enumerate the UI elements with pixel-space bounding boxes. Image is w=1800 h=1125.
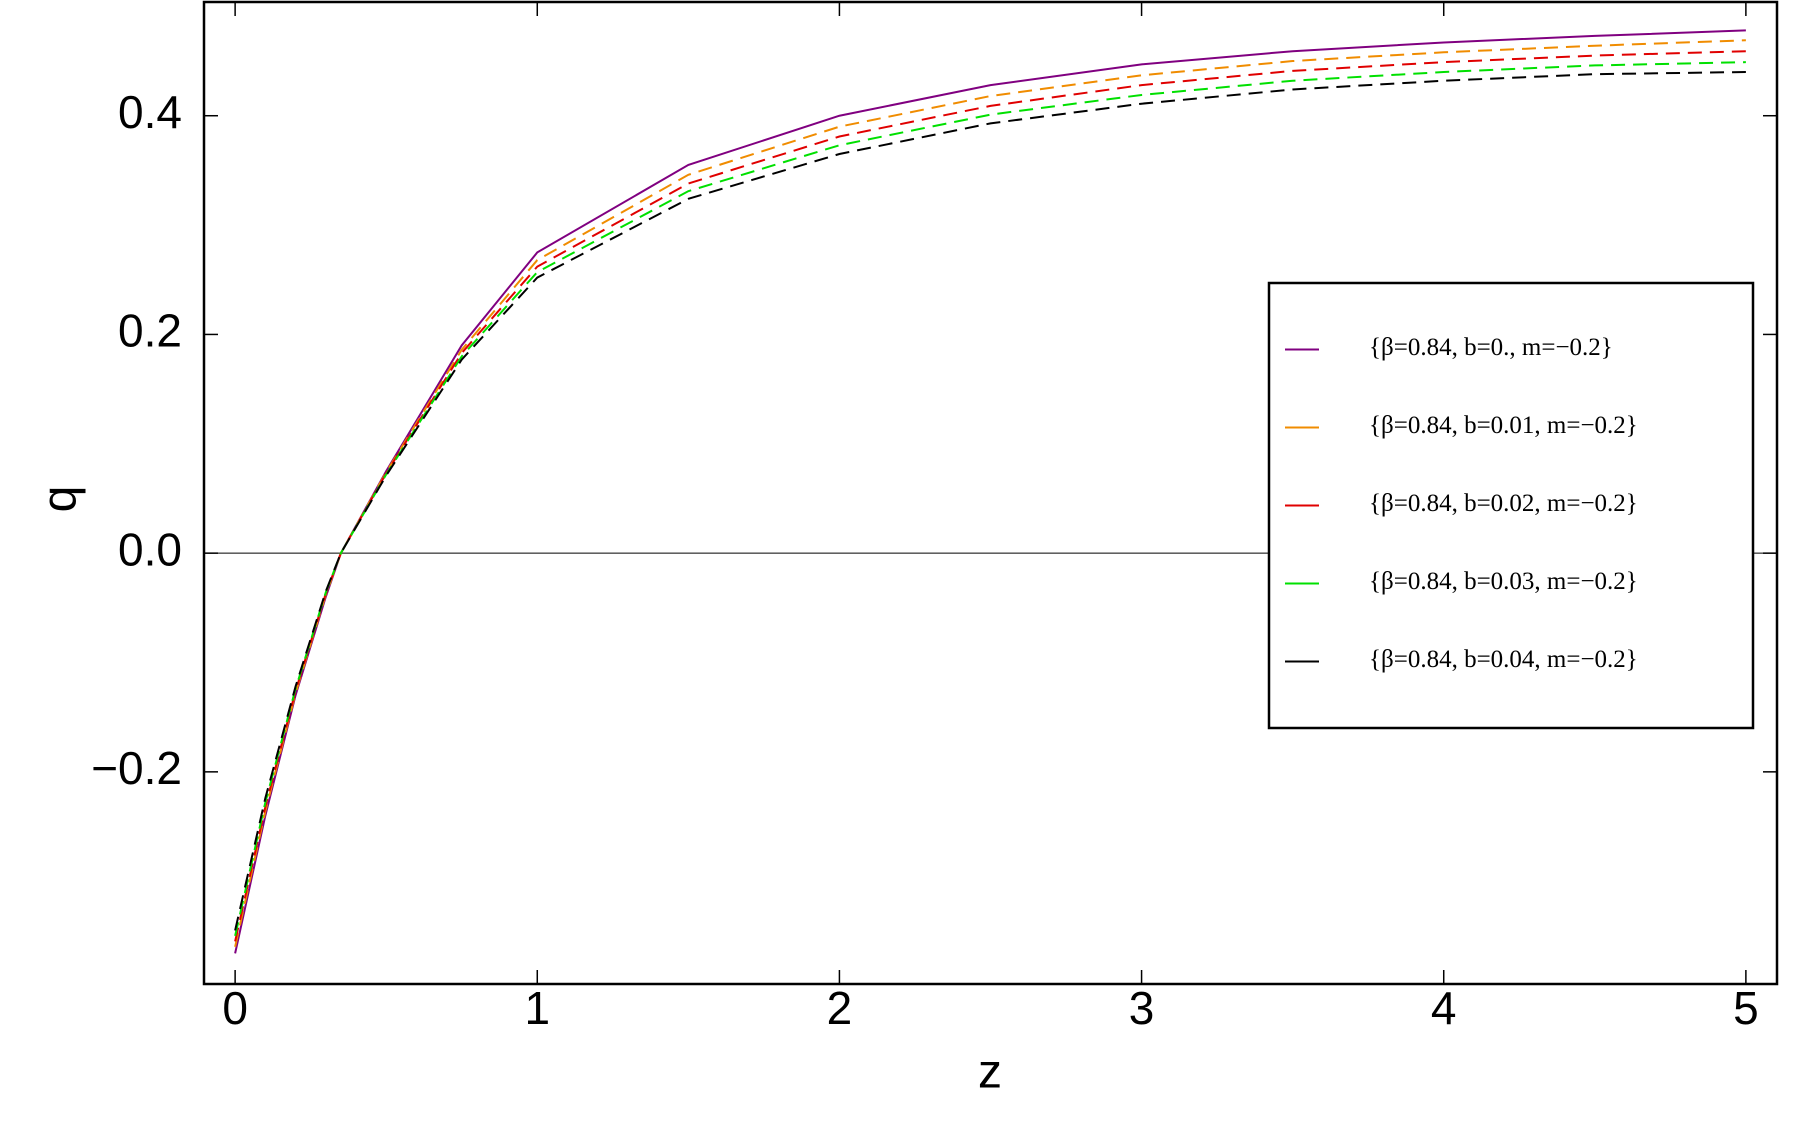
legend: {β=0.84, b=0., m=−0.2} {β=0.84, b=0.01, m…	[1267, 281, 1755, 730]
y-tick-label: −0.2	[91, 742, 182, 794]
legend-label: {β=0.84, b=0., m=−0.2}	[1369, 334, 1613, 361]
x-tick-label: 0	[222, 982, 248, 1034]
x-tick-label: 4	[1431, 982, 1457, 1034]
x-tick-label: 2	[827, 982, 853, 1034]
legend-label: {β=0.84, b=0.03, m=−0.2}	[1369, 568, 1638, 595]
plot-frame	[202, 0, 1779, 986]
legend-label: {β=0.84, b=0.01, m=−0.2}	[1369, 412, 1638, 439]
y-tick-label: 0.4	[118, 86, 182, 138]
legend-box	[1267, 281, 1755, 730]
series-line	[234, 39, 1746, 948]
x-tick-label: 3	[1129, 982, 1155, 1034]
x-axis-label: z	[978, 1046, 1002, 1099]
legend-label: {β=0.84, b=0.02, m=−0.2}	[1369, 490, 1638, 517]
y-axis-label: q	[34, 486, 87, 513]
y-tick-label: 0.2	[118, 305, 182, 357]
series-line	[234, 70, 1746, 931]
series-line	[234, 61, 1746, 937]
x-tick-label: 1	[524, 982, 550, 1034]
x-tick-label: 5	[1733, 982, 1759, 1034]
y-tick-label: 0.0	[118, 523, 182, 575]
legend-label: {β=0.84, b=0.04, m=−0.2}	[1369, 646, 1638, 673]
